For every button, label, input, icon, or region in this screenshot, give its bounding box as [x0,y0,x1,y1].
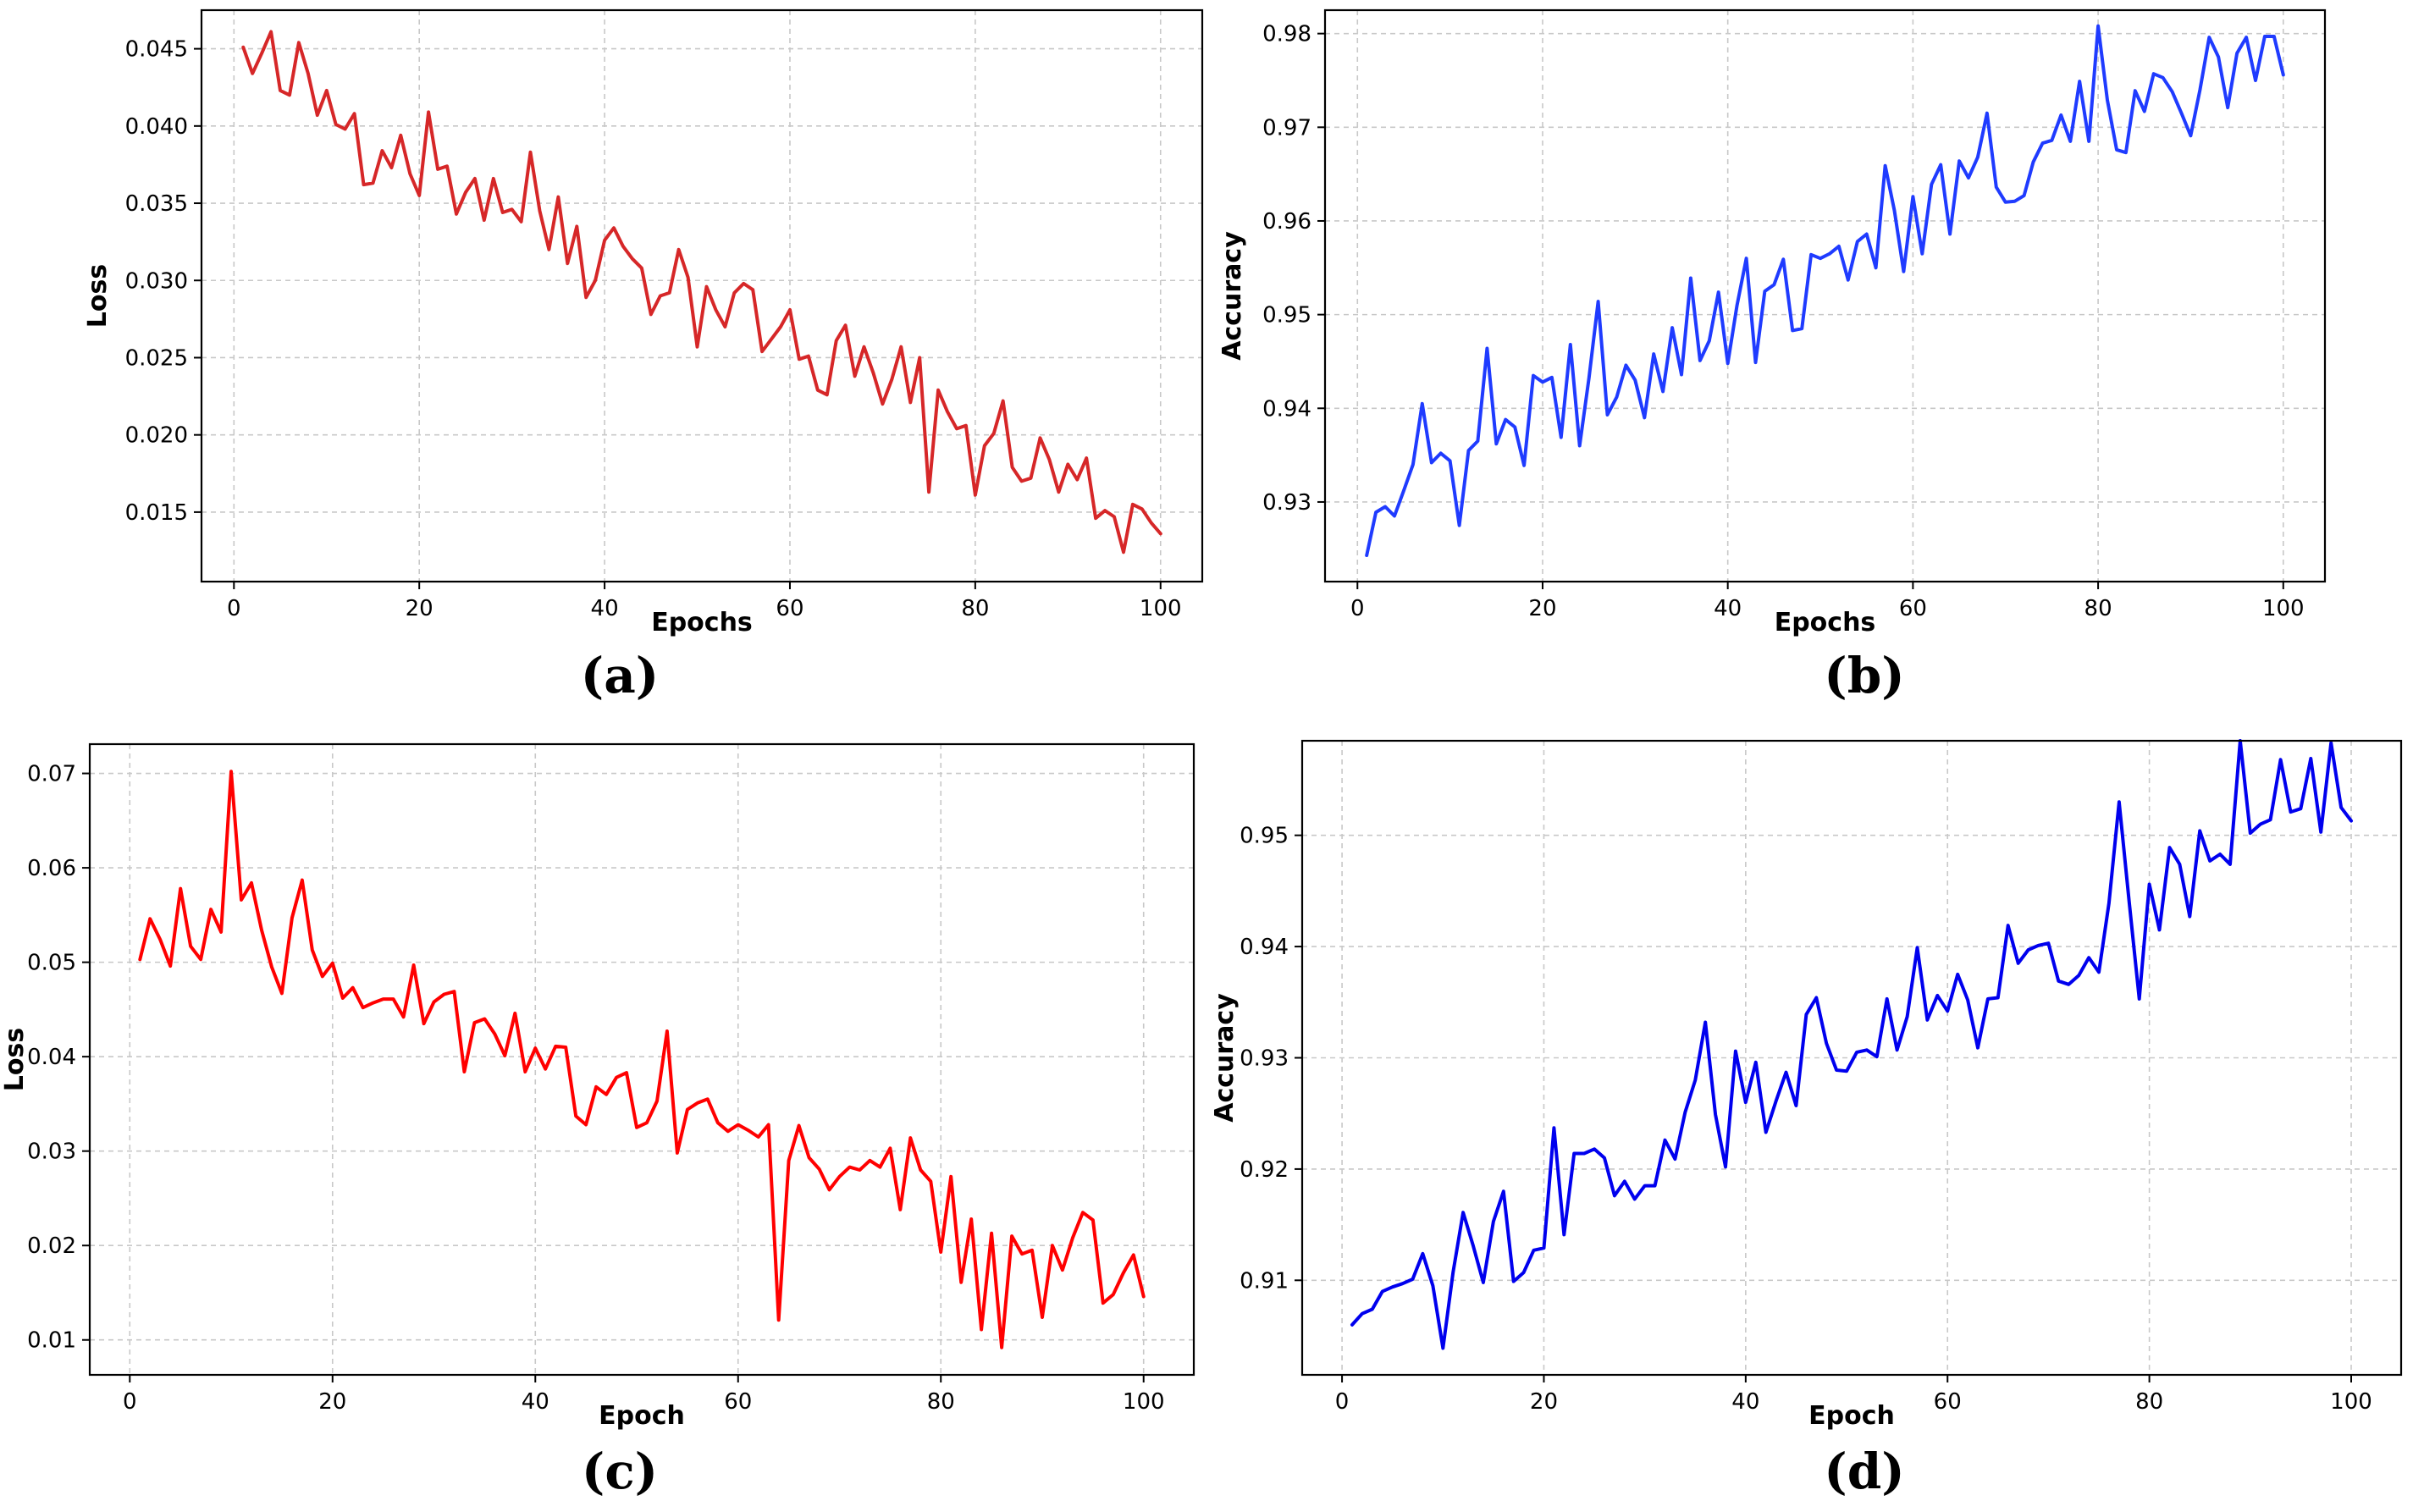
x-tick-label: 100 [2262,596,2305,621]
x-axis-label: Epochs [1775,608,1876,637]
chart-panel-d: 0 20 40 60 80 100 0.91 0.92 0.93 0.94 0.95 Epoch Acc… [1210,739,2403,1500]
x-tick-label: 60 [724,1389,752,1415]
plot-frame [88,742,1195,1377]
y-tick-label: 0.94 [1262,396,1311,422]
x-tick-label: 40 [1731,1389,1759,1415]
y-tick-label: 0.96 [1262,209,1311,235]
y-tick-label: 0.92 [1240,1157,1289,1183]
series-line-loss [241,30,1162,555]
y-axis-label: Accuracy [1218,231,1247,361]
y-tick-label: 0.05 [27,951,76,976]
x-tick-label: 60 [1934,1389,1962,1415]
plot-frame [1323,8,2327,583]
x-tick-label: 100 [1140,596,1182,621]
plot-frame [200,8,1204,583]
y-axis-label: Loss [83,264,113,328]
y-tick-label: 0.01 [27,1328,76,1354]
chart-panel-a: 0 20 40 60 80 100 0.015 0.020 0.025 0.030 0.035 0.0… [83,8,1204,704]
y-tick-label: 0.040 [125,114,188,140]
x-tick-label: 0 [123,1389,137,1415]
x-tick-label: 80 [927,1389,955,1415]
y-axis-label: Accuracy [1210,993,1240,1123]
y-tick-label: 0.95 [1262,303,1311,328]
x-tick-label: 40 [522,1389,549,1415]
y-tick-label: 0.020 [125,423,188,449]
y-tick-label: 0.02 [27,1233,76,1259]
y-tick-label: 0.93 [1240,1046,1289,1072]
x-tick-label: 20 [1528,596,1556,621]
panel-caption: (d) [1824,1443,1904,1500]
y-tick-label: 0.98 [1262,22,1311,47]
x-tick-label: 0 [1335,1389,1350,1415]
x-axis-label: Epochs [651,608,753,637]
y-tick-label: 0.03 [27,1140,76,1165]
x-tick-label: 40 [1714,596,1742,621]
y-tick-label: 0.06 [27,856,76,881]
panel-caption: (a) [581,647,659,704]
x-tick-label: 100 [2330,1389,2372,1415]
x-tick-label: 80 [961,596,989,621]
x-axis-label: Epoch [1808,1401,1895,1431]
x-tick-label: 20 [318,1389,346,1415]
x-tick-label: 60 [776,596,803,621]
x-tick-label: 0 [1350,596,1365,621]
y-tick-label: 0.025 [125,345,188,371]
y-axis-label: Loss [0,1028,30,1091]
y-tick-label: 0.97 [1262,115,1311,141]
x-tick-label: 40 [591,596,619,621]
y-tick-label: 0.035 [125,191,188,217]
y-tick-label: 0.030 [125,268,188,294]
x-tick-label: 0 [227,596,241,621]
y-tick-label: 0.91 [1240,1268,1289,1294]
x-tick-label: 100 [1123,1389,1165,1415]
y-tick-label: 0.07 [27,762,76,787]
y-tick-label: 0.015 [125,500,188,526]
x-tick-label: 60 [1899,596,1927,621]
y-tick-label: 0.95 [1240,824,1289,849]
x-tick-label: 20 [1530,1389,1558,1415]
x-tick-label: 20 [406,596,433,621]
panel-caption: (b) [1824,647,1904,704]
panel-caption: (c) [582,1443,658,1500]
series-line-accuracy [1350,739,2353,1350]
x-axis-label: Epoch [599,1401,685,1431]
y-tick-label: 0.94 [1240,935,1289,960]
x-tick-label: 80 [2135,1389,2163,1415]
y-tick-label: 0.045 [125,37,188,63]
series-line-accuracy [1365,24,2285,557]
x-tick-label: 80 [2084,596,2112,621]
chart-panel-c: 0 20 40 60 80 100 0.01 0.02 0.03 0.04 0.05 0.06 0.07… [0,742,1195,1500]
chart-panel-b: 0 20 40 60 80 100 0.93 0.94 0.95 0.96 0.97 0.98 Epoc… [1218,8,2327,704]
y-tick-label: 0.93 [1262,490,1311,516]
series-line-loss [138,770,1146,1349]
y-tick-label: 0.04 [27,1045,76,1070]
